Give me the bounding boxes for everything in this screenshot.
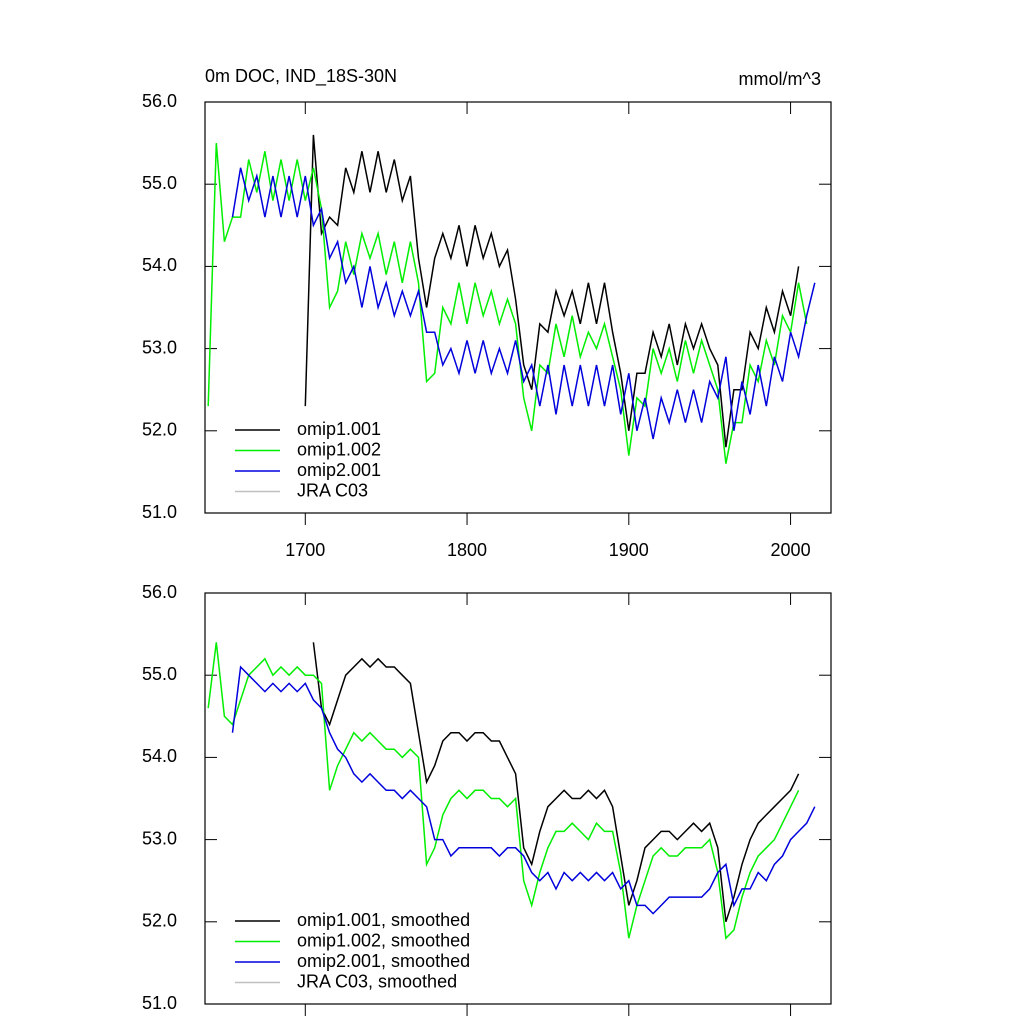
legend-label: JRA C03, smoothed (297, 971, 457, 991)
y-tick-label: 56.0 (142, 91, 177, 111)
series-line (207, 143, 808, 464)
legend-label: omip1.002, smoothed (297, 930, 470, 950)
series-line (207, 642, 800, 940)
y-tick-label: 51.0 (142, 993, 177, 1013)
legend-label: omip1.001, smoothed (297, 910, 470, 930)
legend-label: JRA C03 (297, 480, 368, 500)
chart-title: 0m DOC, IND_18S-30N (205, 66, 397, 87)
x-tick-label: 2000 (771, 540, 811, 560)
plot-frame (204, 101, 832, 514)
y-tick-label: 52.0 (142, 911, 177, 931)
legend-label: omip1.001 (297, 419, 381, 439)
series-line (231, 167, 816, 440)
x-tick-label: 1800 (447, 540, 487, 560)
legend-label: omip1.002 (297, 439, 381, 459)
y-tick-label: 56.0 (142, 582, 177, 602)
y-tick-label: 53.0 (142, 828, 177, 848)
y-tick-label: 54.0 (142, 255, 177, 275)
x-tick-label: 1700 (285, 540, 325, 560)
legend-label: omip2.001, smoothed (297, 951, 470, 971)
series-line (231, 665, 816, 915)
y-tick-label: 54.0 (142, 746, 177, 766)
units-label: mmol/m^3 (739, 69, 821, 89)
y-tick-label: 55.0 (142, 173, 177, 193)
y-tick-label: 52.0 (142, 420, 177, 440)
y-tick-label: 55.0 (142, 664, 177, 684)
series-line (304, 134, 800, 448)
y-tick-label: 51.0 (142, 502, 177, 522)
legend-label: omip2.001 (297, 460, 381, 480)
y-tick-label: 53.0 (142, 337, 177, 357)
series-line (312, 642, 800, 923)
plot-frame (204, 592, 832, 1005)
x-tick-label: 1900 (609, 540, 649, 560)
